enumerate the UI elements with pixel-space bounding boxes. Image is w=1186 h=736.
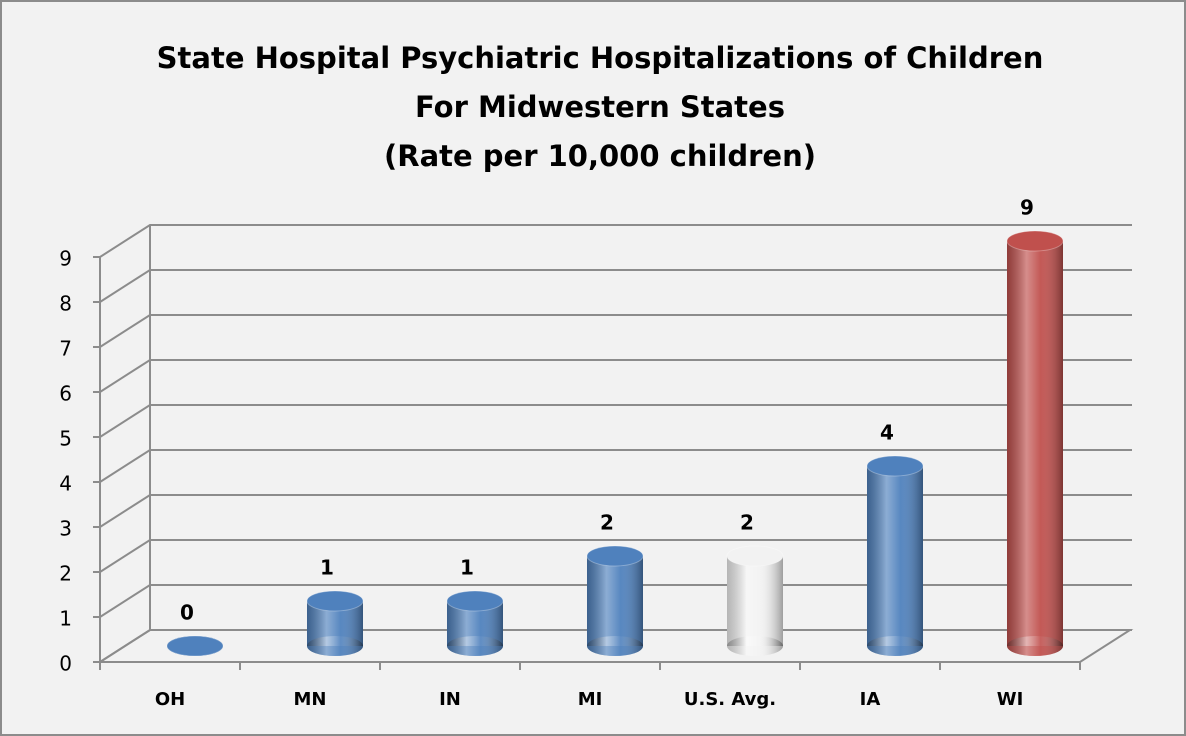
cylinder-top [446,590,504,612]
cylinder [166,635,224,657]
cylinder-shade [727,556,783,646]
chart-title: (Rate per 10,000 children) [384,139,816,173]
grid-line [99,224,1132,258]
x-tick-label: MI [578,689,603,710]
cylinder-top [306,590,364,612]
y-tick-label: 2 [59,562,72,586]
grid-line [99,629,1132,663]
grid-line [99,404,1132,438]
y-tick-label: 7 [59,337,72,361]
y-tick-label: 5 [59,427,72,451]
cylinder-top [166,635,224,657]
y-tick-label: 1 [59,607,72,631]
grid-line [99,584,1132,618]
y-tick-label: 3 [59,517,72,541]
cylinder [1006,230,1064,656]
cylinder [866,455,924,656]
y-tick-label: 6 [59,382,72,406]
x-tick-label: OH [155,689,185,710]
cylinder-shade [867,466,923,646]
x-tick-label: MN [294,689,327,710]
cylinder-top [586,545,644,567]
cylinder-shade [587,556,643,646]
value-label: 9 [1020,196,1034,220]
chart-title: State Hospital Psychiatric Hospitalizati… [157,41,1044,75]
y-tick-label: 0 [59,652,72,676]
grid-line [99,359,1132,393]
x-tick-label: IA [860,689,881,710]
value-label: 2 [740,511,754,535]
cylinder [726,545,784,656]
x-tick-label: WI [997,689,1024,710]
cylinder [306,590,364,656]
value-label: 4 [880,421,894,445]
x-tick-label: IN [439,689,461,710]
grid-line [99,269,1132,303]
value-label: 1 [460,556,474,580]
chart-title: For Midwestern States [415,90,785,124]
grid-line [99,314,1132,348]
value-label: 1 [320,556,334,580]
x-tick-label: U.S. Avg. [684,689,776,710]
cylinder-top [1006,230,1064,252]
y-tick-label: 8 [59,292,72,316]
y-tick-label: 9 [59,247,72,271]
grid-line [99,539,1132,573]
y-tick-label: 4 [59,472,72,496]
cylinder-shade [1007,241,1063,646]
plot-area: 0 1 2 3 4 5 6 7 8 9 OH 0 MN 1 IN 1 MI 2 U.S. Avg. 2 IA 4 WI 9 [59,196,1134,710]
cylinder-top [866,455,924,477]
grid-line [99,494,1132,528]
cylinder-top [726,545,784,567]
cylinder [586,545,644,656]
value-label: 0 [180,601,194,625]
value-label: 2 [600,511,614,535]
cylinder [446,590,504,656]
grid-line [99,449,1132,483]
